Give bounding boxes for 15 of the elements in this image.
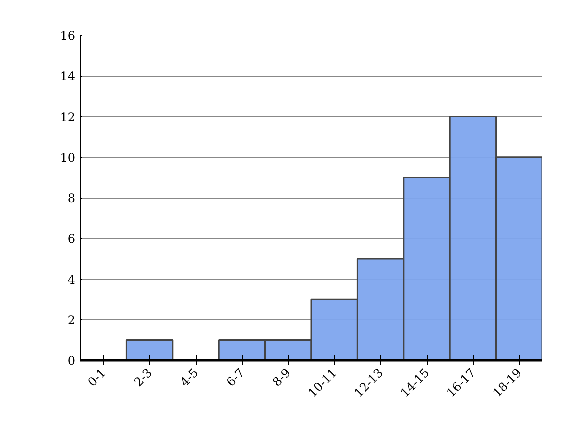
x-tick-label: 8-9 — [270, 366, 294, 390]
y-tick-label: 6 — [68, 232, 76, 246]
y-tick-label: 2 — [68, 313, 76, 328]
x-tick-label: 6-7 — [224, 366, 248, 390]
y-tick-label: 0 — [68, 354, 76, 368]
y-tick-label: 12 — [60, 110, 76, 124]
y-tick-label: 8 — [68, 192, 76, 206]
x-tick-label: 4-5 — [178, 366, 202, 390]
x-tick-label: 0-1 — [85, 366, 109, 390]
y-tick-label: 16 — [60, 29, 76, 43]
y-tick-label: 14 — [60, 70, 76, 84]
bar — [126, 339, 174, 360]
y-tick-label: 4 — [68, 272, 76, 287]
x-tick-label: 2-3 — [132, 366, 156, 390]
y-tick-label: 10 — [60, 150, 76, 165]
